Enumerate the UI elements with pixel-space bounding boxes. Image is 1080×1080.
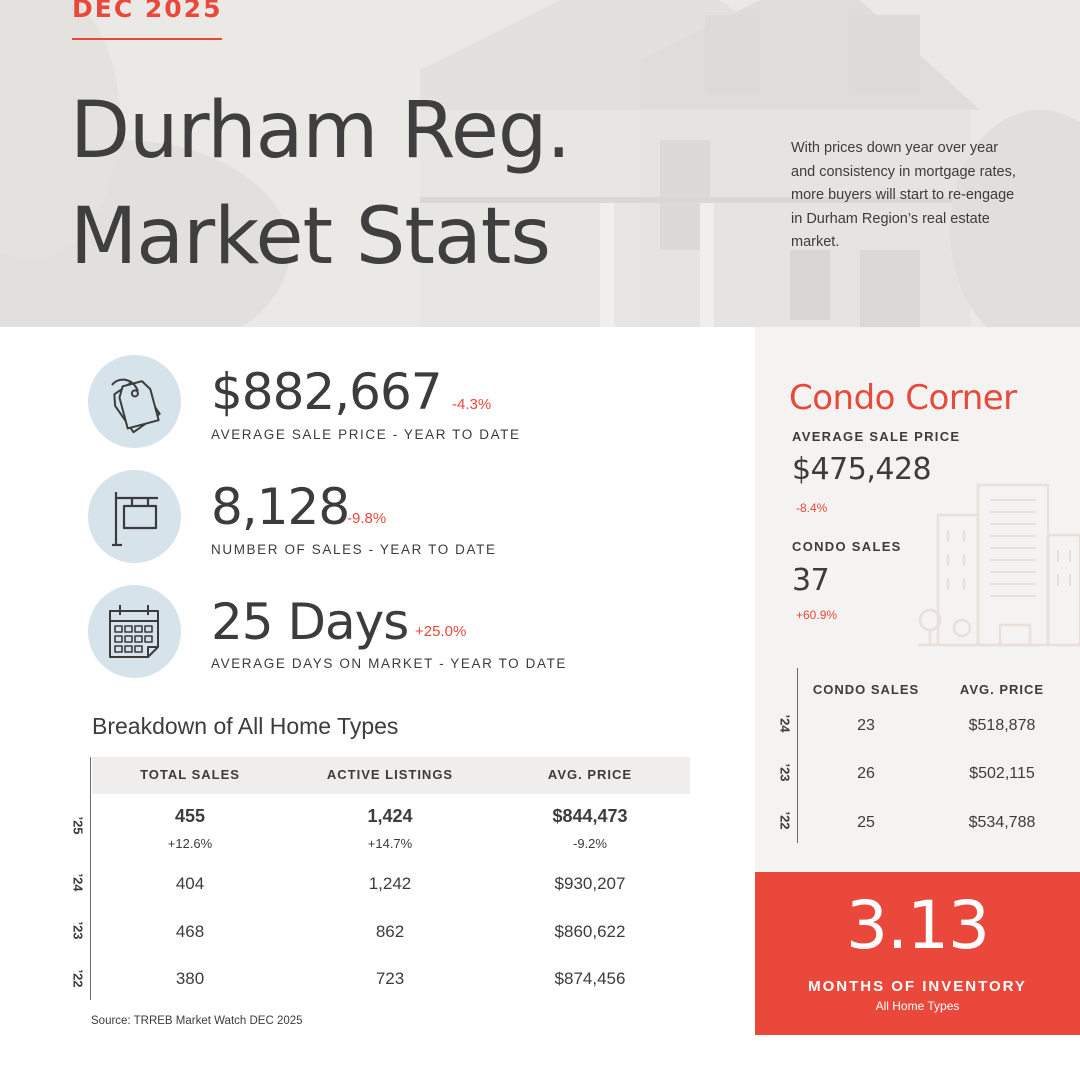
price-tag-icon — [88, 355, 181, 448]
avg-sale-price-change: -4.3% — [452, 396, 492, 413]
table-cell: 468 — [175, 922, 205, 941]
column-header-active-listings: ACTIVE LISTINGS — [326, 767, 454, 782]
condo-sales-value: 37 — [792, 563, 830, 598]
row-year-label: ’25 — [70, 815, 86, 835]
table-cell: 1,242 — [368, 874, 412, 893]
number-of-sales-value: 8,128 — [211, 478, 350, 536]
condo-sales-label: CONDO SALES — [792, 539, 902, 554]
condo-building-illustration — [918, 483, 1080, 647]
condo-corner-panel — [755, 327, 1080, 872]
for-sale-sign-icon — [88, 470, 181, 563]
row-year-label: ’24 — [777, 713, 793, 733]
table-cell: $844,473 — [552, 806, 628, 826]
table-cell-change: +12.6% — [167, 836, 213, 851]
row-year-label: ’22 — [70, 968, 86, 988]
condo-avg-price-value: $475,428 — [792, 452, 932, 487]
column-header-condo-avg-price: AVG. PRICE — [959, 682, 1045, 697]
header-banner — [0, 0, 1080, 327]
breakdown-divider — [90, 757, 91, 1000]
condo-avg-price-change: -8.4% — [796, 501, 828, 515]
report-month: DEC 2025 — [72, 0, 223, 23]
months-of-inventory-sub: All Home Types — [875, 999, 960, 1013]
house-background-image — [0, 0, 1080, 327]
table-cell: 380 — [175, 969, 205, 988]
table-cell: $518,878 — [968, 717, 1036, 734]
page-title-line2: Market Stats — [70, 192, 551, 282]
table-cell: 26 — [857, 765, 875, 782]
number-of-sales-label: NUMBER OF SALES - YEAR TO DATE — [211, 542, 497, 557]
column-header-avg-price: AVG. PRICE — [547, 767, 633, 782]
table-cell: 723 — [375, 969, 405, 988]
days-on-market-label: AVERAGE DAYS ON MARKET - YEAR TO DATE — [211, 656, 568, 671]
condo-table-divider — [797, 668, 798, 843]
table-cell: $860,622 — [554, 922, 626, 941]
table-cell: 455 — [174, 806, 206, 826]
days-on-market-change: +25.0% — [415, 623, 467, 640]
table-cell: 404 — [175, 874, 205, 893]
page-title-line1: Durham Reg. — [70, 86, 571, 176]
table-cell: $502,115 — [969, 765, 1035, 782]
table-cell: $534,788 — [968, 814, 1036, 831]
condo-avg-price-label: AVERAGE SALE PRICE — [792, 429, 961, 444]
row-year-label: ’24 — [70, 872, 86, 892]
column-header-condo-sales: CONDO SALES — [812, 682, 920, 697]
avg-sale-price-label: AVERAGE SALE PRICE - YEAR TO DATE — [211, 427, 521, 442]
row-year-label: ’23 — [70, 920, 86, 940]
table-cell: 25 — [857, 814, 875, 831]
table-cell: 1,424 — [367, 806, 413, 826]
breakdown-header-row — [92, 757, 690, 794]
breakdown-title: Breakdown of All Home Types — [92, 713, 399, 739]
inventory-box — [755, 872, 1080, 1035]
column-header-total-sales: TOTAL SALES — [140, 767, 240, 782]
days-on-market-value: 25 Days — [211, 593, 409, 651]
source-note: Source: TRREB Market Watch DEC 2025 — [91, 1015, 303, 1027]
avg-sale-price-value: $882,667 — [211, 363, 443, 421]
table-cell: $930,207 — [554, 874, 626, 893]
month-underline — [72, 38, 222, 40]
table-cell: 862 — [375, 922, 405, 941]
row-year-label: ’23 — [777, 762, 793, 782]
table-cell-change: -9.2% — [573, 836, 607, 851]
number-of-sales-change: -9.8% — [347, 510, 387, 527]
months-of-inventory-value: 3.13 — [846, 887, 990, 964]
table-cell-change: +14.7% — [367, 836, 413, 851]
intro-text: With prices down year over year and cons… — [791, 140, 1016, 250]
calendar-icon — [88, 585, 181, 678]
condo-corner-title: Condo Corner — [789, 378, 1017, 418]
row-year-label: ’22 — [777, 810, 793, 830]
table-cell: $874,456 — [554, 969, 626, 988]
condo-sales-change: +60.9% — [796, 608, 838, 622]
months-of-inventory-label: MONTHS OF INVENTORY — [808, 978, 1027, 995]
table-cell: 23 — [857, 717, 875, 734]
